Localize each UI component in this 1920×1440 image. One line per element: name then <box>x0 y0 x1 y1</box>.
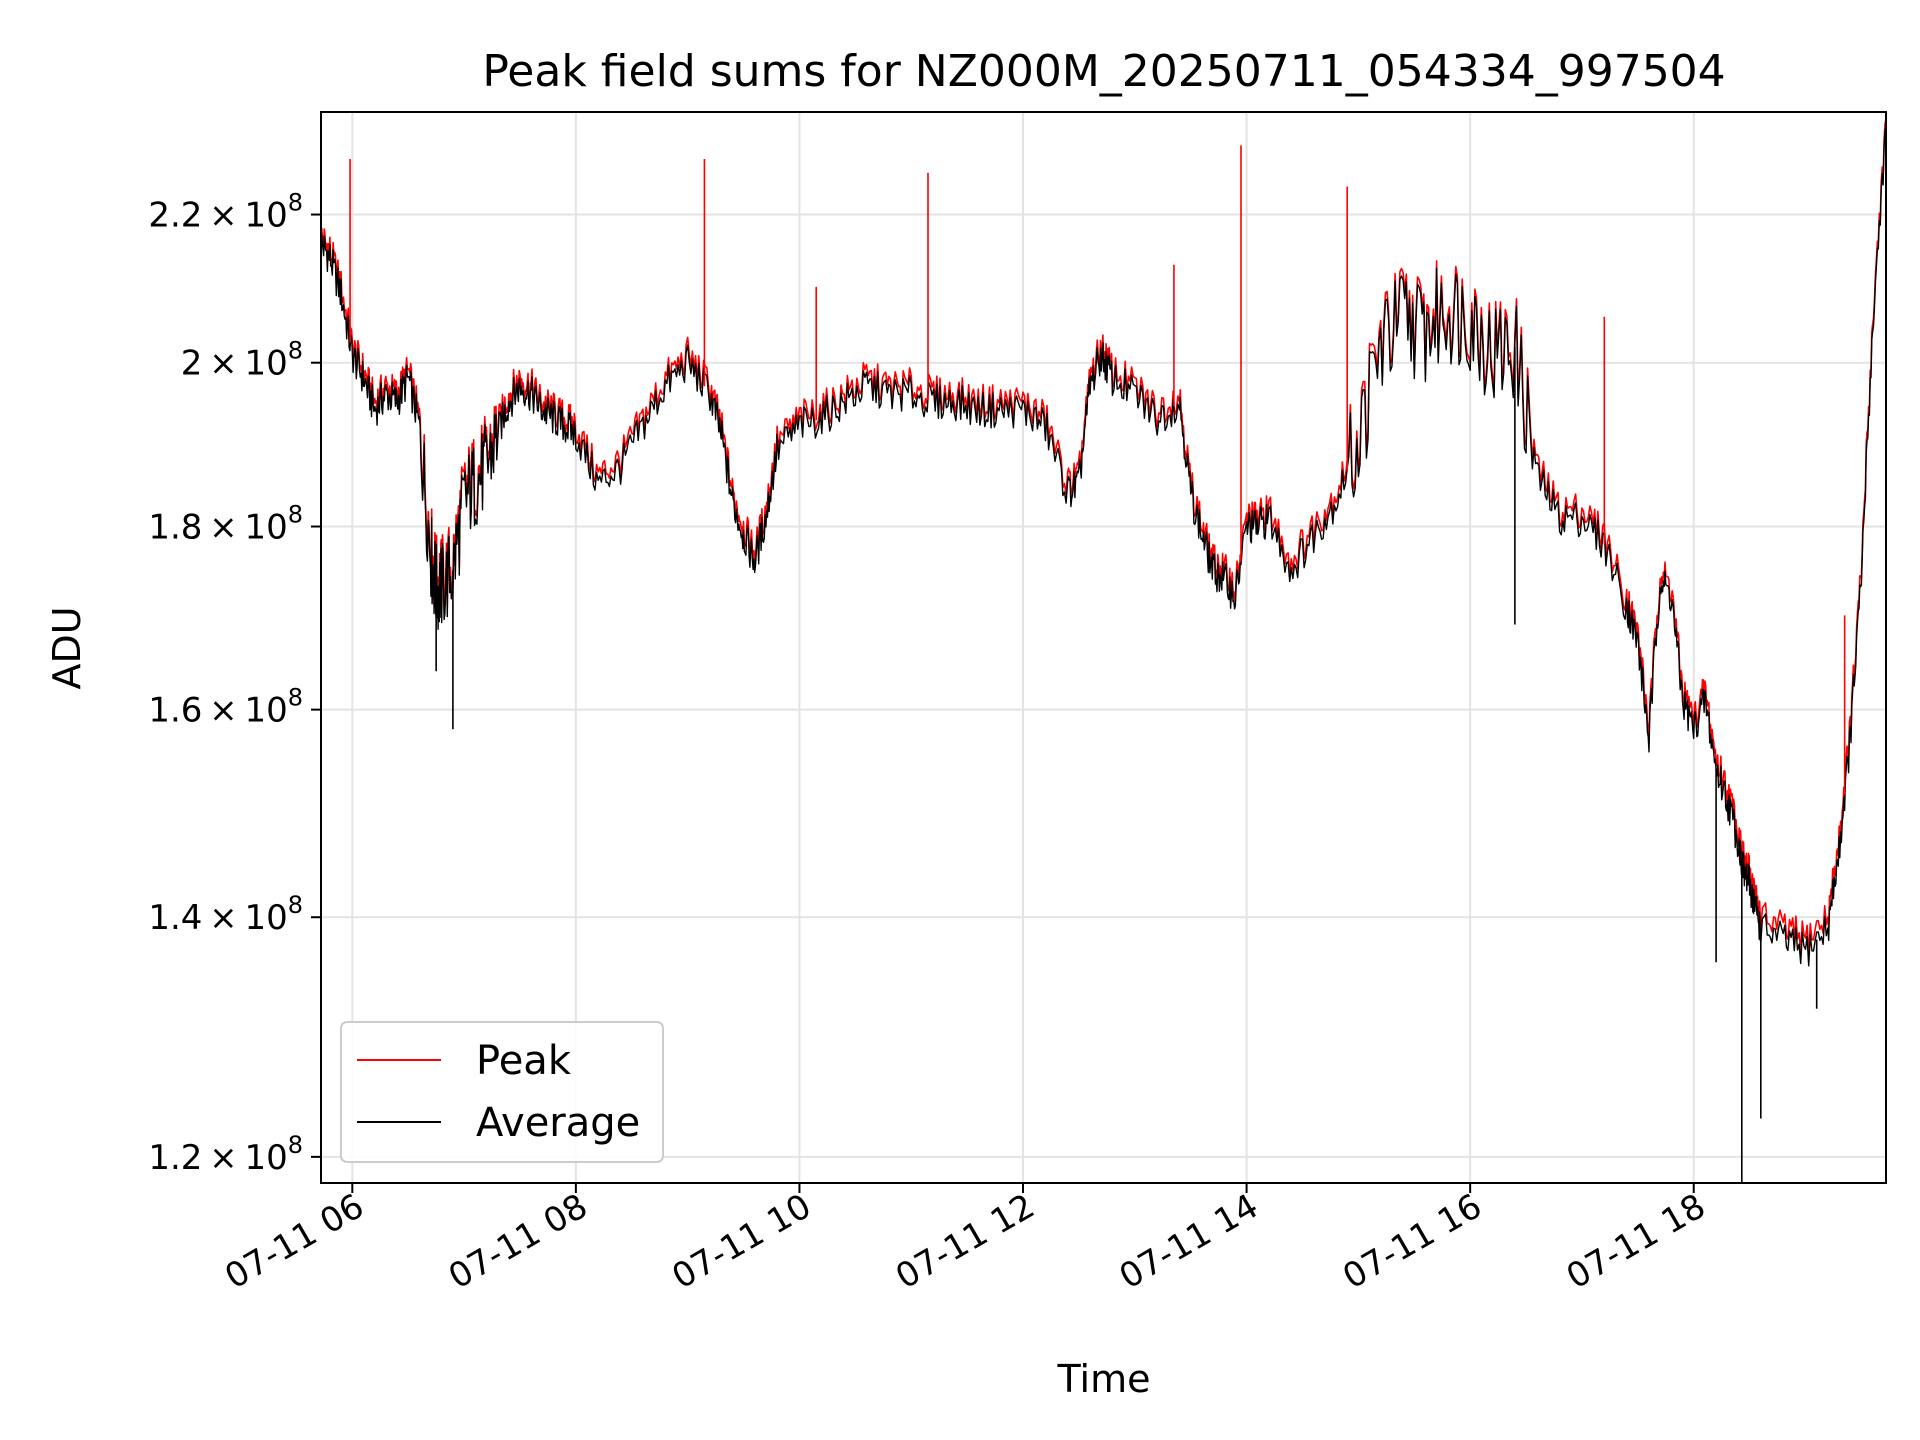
y-tick-label: 2.2 × 108 <box>148 189 303 236</box>
legend: Peak Average <box>340 1021 664 1163</box>
legend-frame <box>340 1021 664 1163</box>
legend-label-average: Average <box>476 1100 640 1146</box>
y-axis: 1.2 × 108 1.4 × 108 1.6 × 108 1.8 × 108 2 × … <box>148 189 321 1178</box>
y-tick-label: 2 × 108 <box>181 337 303 384</box>
y-tick-label: 1.8 × 108 <box>148 501 303 548</box>
chart-title: Peak field sums for NZ000M_20250711_0543… <box>482 46 1725 97</box>
x-axis-label: Time <box>1057 1357 1151 1401</box>
series-line-average <box>320 125 1887 967</box>
y-tick-label: 1.4 × 108 <box>148 891 303 938</box>
plot-series <box>320 118 1887 1183</box>
y-tick-label: 1.6 × 108 <box>148 684 303 731</box>
y-axis-label: ADU <box>45 606 89 689</box>
y-tick-label: 1.2 × 108 <box>148 1131 303 1178</box>
legend-label-peak: Peak <box>476 1038 572 1084</box>
plot-frame <box>320 111 1887 1184</box>
